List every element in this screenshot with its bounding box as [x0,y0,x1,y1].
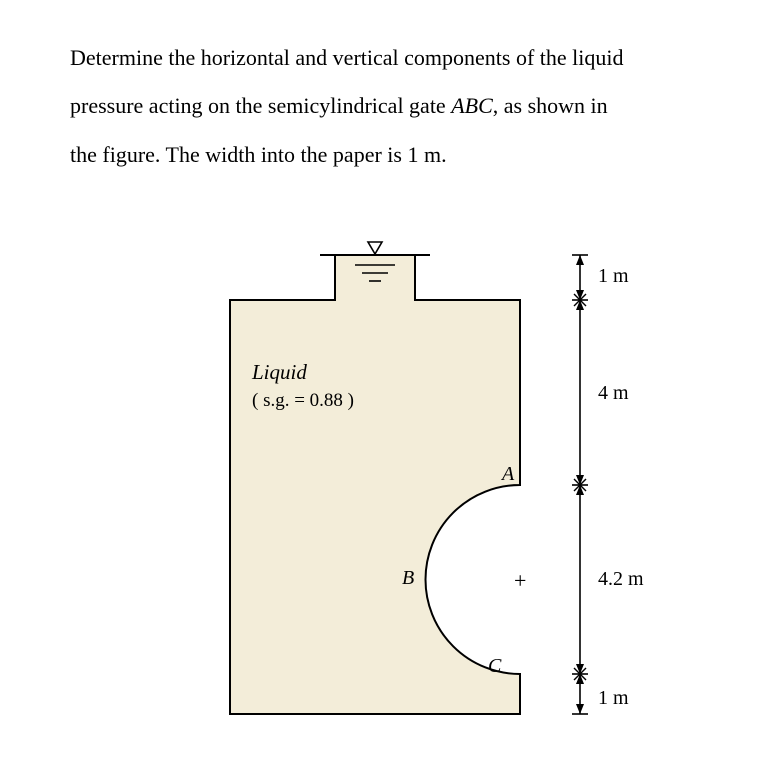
problem-statement: Determine the horizontal and vertical co… [70,34,710,179]
problem-line2a: pressure acting on the semicylindrical g… [70,93,451,118]
free-surface-marker [368,242,382,254]
center-plus: + [514,568,526,594]
dim-1m-bot: 1 m [598,687,629,710]
figure-svg [180,235,700,745]
liquid-name: Liquid [252,360,307,384]
point-b-label: B [402,567,414,590]
liquid-sg: ( s.g. = 0.88 ) [252,390,354,411]
dim-4p2m: 4.2 m [598,568,644,591]
problem-line1: Determine the horizontal and vertical co… [70,45,624,70]
problem-line3: the figure. The width into the paper is … [70,142,447,167]
liquid-label: Liquid ( s.g. = 0.88 ) [252,359,354,414]
problem-line2c: , as shown in [493,93,608,118]
dim-4m: 4 m [598,382,629,405]
problem-gate-name: ABC [451,93,493,118]
dim-1m-top: 1 m [598,265,629,288]
point-c-label: C [488,655,501,678]
figure: Liquid ( s.g. = 0.88 ) A B C + 1 m 4 m 4… [180,235,700,745]
point-a-label: A [502,463,514,486]
liquid-body [230,255,520,714]
